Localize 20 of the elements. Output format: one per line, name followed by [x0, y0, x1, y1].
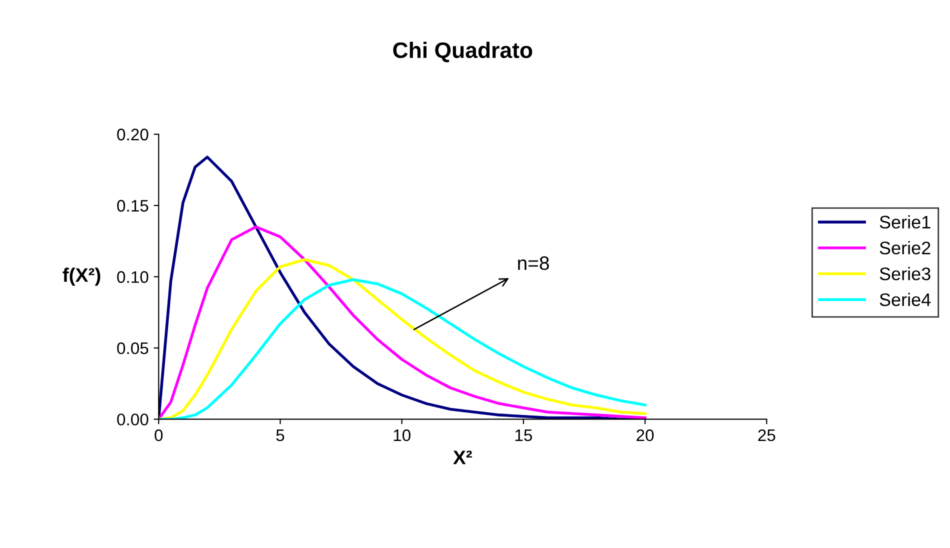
- x-tick-label: 25: [758, 429, 776, 442]
- y-axis-title: f(X²): [62, 268, 100, 286]
- x-tick-label: 10: [394, 429, 410, 442]
- legend-label: Serie4: [880, 292, 931, 306]
- annotation: n=8: [518, 256, 549, 270]
- x-tick-label: 20: [636, 429, 654, 442]
- x-axis-title: X²: [453, 450, 472, 464]
- x-tick-label: 5: [276, 430, 284, 442]
- y-tick-label: 0.00: [117, 414, 148, 426]
- legend-label: Serie1: [880, 215, 930, 229]
- y-tick-label: 0.20: [117, 128, 148, 140]
- y-tick-label: 0.05: [117, 342, 148, 354]
- legend-label: Serie3: [880, 267, 930, 280]
- x-tick-label: 0: [154, 429, 163, 442]
- y-tick-label: 0.10: [117, 271, 148, 283]
- y-tick-label: 0.15: [117, 200, 148, 212]
- x-tick-label: 15: [515, 430, 532, 442]
- chart-title: Chi Quadrato: [393, 42, 532, 62]
- legend-label: Serie2: [880, 241, 930, 254]
- line-series: [158, 225, 646, 420]
